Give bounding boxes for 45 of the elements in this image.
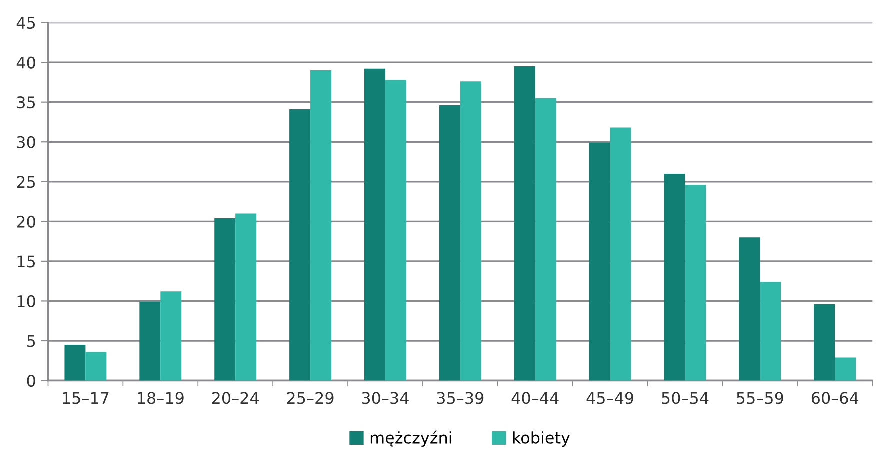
x-tick-label: 40–44 (512, 392, 559, 404)
bar (664, 174, 686, 381)
bar (814, 304, 836, 381)
bar (589, 142, 610, 381)
x-tick-label: 60–64 (812, 392, 859, 404)
legend-label: kobiety (513, 432, 570, 448)
bar (760, 282, 782, 381)
bar (610, 128, 632, 381)
x-tick-label: 50–54 (662, 392, 709, 404)
y-tick-label: 5 (28, 335, 36, 348)
bar (140, 302, 161, 381)
y-tick-label: 35 (17, 96, 36, 109)
bar (439, 106, 460, 381)
y-tick-label: 25 (17, 176, 36, 188)
y-tick-label: 40 (16, 56, 36, 69)
bar (514, 66, 536, 381)
legend-label: mężczyźni (370, 430, 452, 448)
bar (290, 110, 311, 381)
bar (64, 344, 86, 381)
x-tick-label: 35–39 (437, 392, 484, 404)
x-tick-label: 15–17 (63, 392, 109, 404)
bar (236, 214, 257, 381)
y-tick-label: 10 (18, 295, 36, 308)
bar (86, 352, 107, 381)
y-tick-label: 45 (16, 17, 36, 30)
bar (739, 238, 760, 381)
y-tick-label: 30 (17, 136, 36, 148)
x-tick-label: 55–59 (737, 392, 784, 404)
bar (535, 98, 556, 381)
y-tick-label: 15 (18, 256, 36, 268)
bar (460, 82, 482, 381)
x-tick-label: 25–29 (287, 392, 334, 404)
bar (685, 185, 706, 381)
bar (214, 218, 236, 381)
bar (364, 68, 386, 381)
y-tick-label: 20 (17, 216, 36, 228)
x-tick-label: 18–19 (138, 392, 184, 404)
bar (385, 80, 406, 381)
bar (160, 292, 182, 381)
bar (835, 358, 856, 381)
bar (310, 70, 332, 381)
x-tick-label: 45–49 (586, 392, 634, 404)
x-tick-label: 30–34 (362, 392, 409, 404)
y-tick-label: 0 (27, 374, 36, 388)
x-tick-label: 20–24 (212, 392, 260, 404)
